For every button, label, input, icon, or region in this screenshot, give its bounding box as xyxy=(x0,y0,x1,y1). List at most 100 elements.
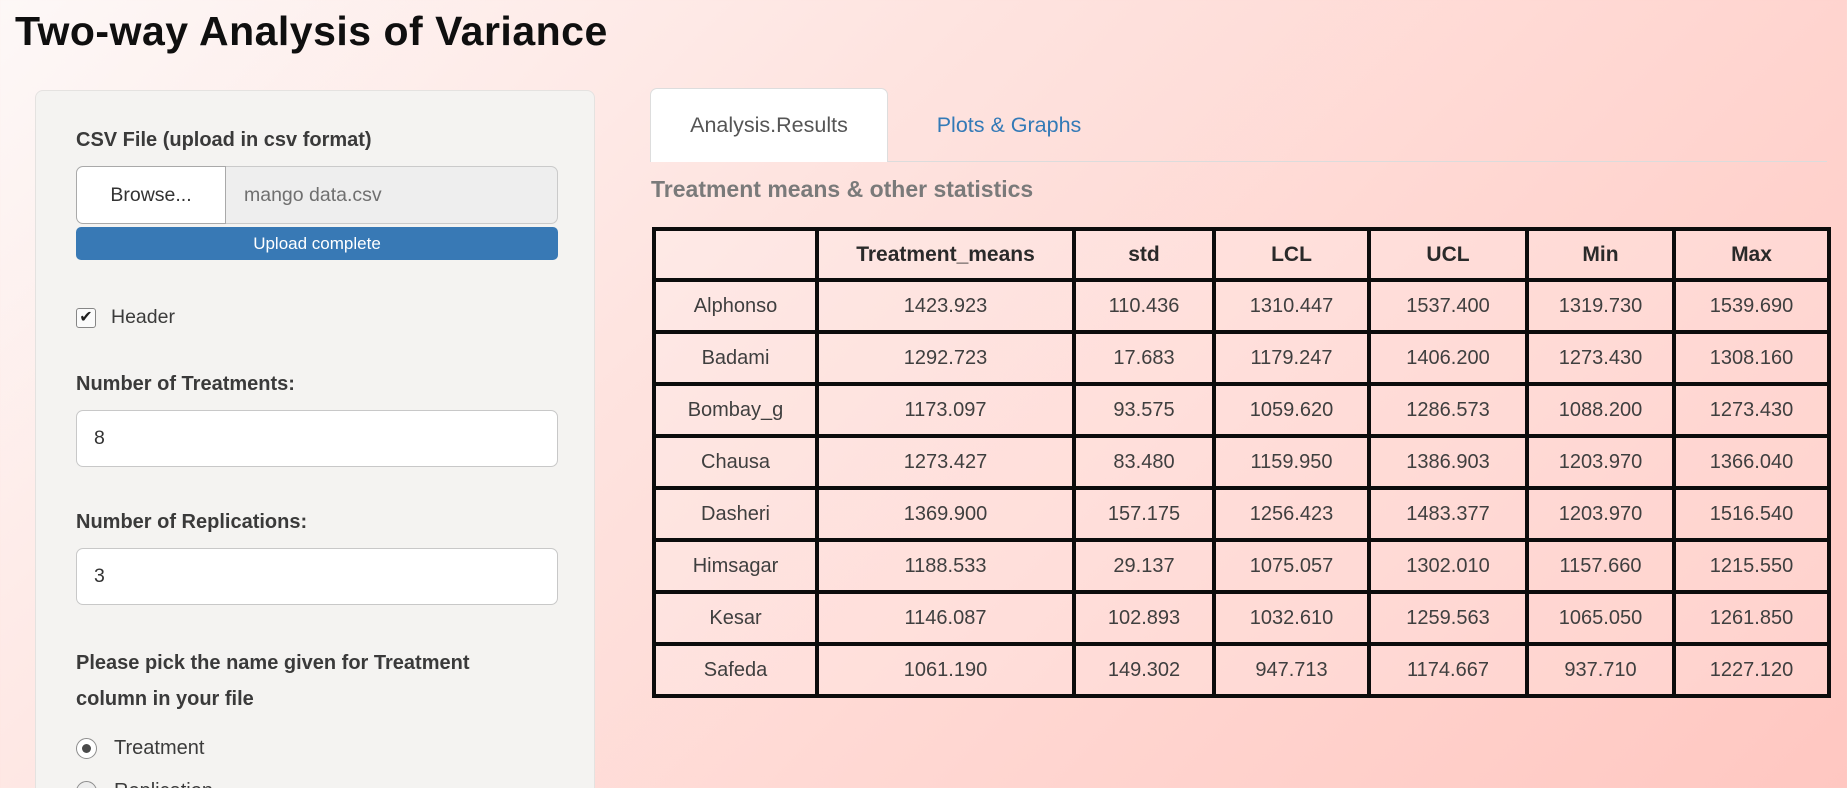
tab-bar: Analysis.Results Plots & Graphs xyxy=(650,88,1827,162)
row-label: Kesar xyxy=(652,590,819,646)
row-label: Dasheri xyxy=(652,486,819,542)
table-cell: 1174.667 xyxy=(1367,642,1529,698)
table-cell: 1179.247 xyxy=(1212,330,1371,386)
table-row: Badami 1292.723 17.683 1179.247 1406.200 1273… xyxy=(652,330,1831,386)
table-cell: 1366.040 xyxy=(1672,434,1831,490)
table-cell: 1406.200 xyxy=(1367,330,1529,386)
table-cell: 1146.087 xyxy=(815,590,1076,646)
column-header: UCL xyxy=(1367,227,1529,282)
table-cell: 93.575 xyxy=(1072,382,1216,438)
table-cell: 1256.423 xyxy=(1212,486,1371,542)
table-heading: Treatment means & other statistics xyxy=(651,176,1034,202)
table-cell: 157.175 xyxy=(1072,486,1216,542)
table-cell: 1061.190 xyxy=(815,642,1076,698)
table-row: Kesar 1146.087 102.893 1032.610 1259.563 1065… xyxy=(652,590,1831,646)
header-checkbox-row[interactable]: ✔ Header xyxy=(76,306,554,329)
row-label: Alphonso xyxy=(652,278,819,334)
file-name-field: mango data.csv xyxy=(226,166,558,224)
table-cell: 1203.970 xyxy=(1525,434,1676,490)
table-cell: 149.302 xyxy=(1072,642,1216,698)
upload-progress-bar: Upload complete xyxy=(76,227,558,260)
table-cell: 1386.903 xyxy=(1367,434,1529,490)
table-row: Alphonso 1423.923 110.436 1310.447 1537.400 1… xyxy=(652,278,1831,334)
table-cell: 1539.690 xyxy=(1672,278,1831,334)
table-cell: 1273.430 xyxy=(1672,382,1831,438)
table-cell: 1423.923 xyxy=(815,278,1076,334)
table-cell: 1516.540 xyxy=(1672,486,1831,542)
table-cell: 947.713 xyxy=(1212,642,1371,698)
column-header: std xyxy=(1072,227,1216,282)
row-label: Himsagar xyxy=(652,538,819,594)
treatments-label: Number of Treatments: xyxy=(76,373,295,395)
column-header: Min xyxy=(1525,227,1676,282)
browse-button[interactable]: Browse... xyxy=(76,166,226,224)
column-header: Max xyxy=(1672,227,1831,282)
table-cell: 1369.900 xyxy=(815,486,1076,542)
table-cell: 1215.550 xyxy=(1672,538,1831,594)
table-cell: 937.710 xyxy=(1525,642,1676,698)
check-icon: ✔ xyxy=(79,308,93,326)
table-cell: 1259.563 xyxy=(1367,590,1529,646)
table-cell: 1292.723 xyxy=(815,330,1076,386)
radio-option-label: Replication xyxy=(114,780,213,788)
file-upload-group: Browse... mango data.csv xyxy=(76,166,558,224)
csv-file-label: CSV File (upload in csv format) xyxy=(76,129,372,151)
replications-input[interactable] xyxy=(76,548,558,605)
table-cell: 1261.850 xyxy=(1672,590,1831,646)
radio-option-treatment[interactable]: Treatment xyxy=(76,737,554,760)
table-row: Himsagar 1188.533 29.137 1075.057 1302.010 11… xyxy=(652,538,1831,594)
table-cell: 29.137 xyxy=(1072,538,1216,594)
radio-button-selected-icon[interactable] xyxy=(76,738,97,759)
table-cell: 1065.050 xyxy=(1525,590,1676,646)
table-cell: 110.436 xyxy=(1072,278,1216,334)
table-row: Chausa 1273.427 83.480 1159.950 1386.903 1203… xyxy=(652,434,1831,490)
table-cell: 1032.610 xyxy=(1212,590,1371,646)
table-cell: 1157.660 xyxy=(1525,538,1676,594)
table-cell: 1302.010 xyxy=(1367,538,1529,594)
table-header-row: Treatment_means std LCL UCL Min Max xyxy=(652,227,1831,282)
row-label: Chausa xyxy=(652,434,819,490)
upload-status-text: Upload complete xyxy=(253,233,381,253)
table-cell: 102.893 xyxy=(1072,590,1216,646)
radio-option-label: Treatment xyxy=(114,737,205,759)
table-cell: 1537.400 xyxy=(1367,278,1529,334)
column-header: LCL xyxy=(1212,227,1371,282)
row-label: Bombay_g xyxy=(652,382,819,438)
treatments-input[interactable] xyxy=(76,410,558,467)
sidebar: CSV File (upload in csv format) Browse..… xyxy=(35,90,595,788)
radio-button-icon[interactable] xyxy=(76,781,97,788)
header-checkbox-label: Header xyxy=(111,306,175,328)
page-title: Two-way Analysis of Variance xyxy=(15,8,608,54)
column-header: Treatment_means xyxy=(815,227,1076,282)
treatment-column-prompt: Please pick the name given for Treatment… xyxy=(76,652,470,710)
table-cell: 1227.120 xyxy=(1672,642,1831,698)
table-cell: 17.683 xyxy=(1072,330,1216,386)
table-cell: 1273.430 xyxy=(1525,330,1676,386)
row-label: Safeda xyxy=(652,642,819,698)
table-cell: 1319.730 xyxy=(1525,278,1676,334)
replications-label: Number of Replications: xyxy=(76,511,308,533)
table-cell: 1286.573 xyxy=(1367,382,1529,438)
stats-table: Treatment_means std LCL UCL Min Max Alphonso 14… xyxy=(652,227,1831,698)
table-cell: 1308.160 xyxy=(1672,330,1831,386)
radio-option-replication[interactable]: Replication xyxy=(76,780,554,788)
column-header xyxy=(652,227,819,282)
table-cell: 1310.447 xyxy=(1212,278,1371,334)
table-cell: 1483.377 xyxy=(1367,486,1529,542)
row-label: Badami xyxy=(652,330,819,386)
table-cell: 1188.533 xyxy=(815,538,1076,594)
table-cell: 1088.200 xyxy=(1525,382,1676,438)
tab-analysis-results[interactable]: Analysis.Results xyxy=(650,88,888,162)
table-cell: 1173.097 xyxy=(815,382,1076,438)
tab-plots-graphs[interactable]: Plots & Graphs xyxy=(936,112,1082,137)
table-cell: 1059.620 xyxy=(1212,382,1371,438)
table-row: Dasheri 1369.900 157.175 1256.423 1483.377 12… xyxy=(652,486,1831,542)
table-cell: 1159.950 xyxy=(1212,434,1371,490)
table-row: Bombay_g 1173.097 93.575 1059.620 1286.573 10… xyxy=(652,382,1831,438)
table-cell: 1075.057 xyxy=(1212,538,1371,594)
table-cell: 1273.427 xyxy=(815,434,1076,490)
table-cell: 83.480 xyxy=(1072,434,1216,490)
table-row: Safeda 1061.190 149.302 947.713 1174.667 937.… xyxy=(652,642,1831,698)
header-checkbox[interactable]: ✔ xyxy=(76,307,96,328)
table-cell: 1203.970 xyxy=(1525,486,1676,542)
